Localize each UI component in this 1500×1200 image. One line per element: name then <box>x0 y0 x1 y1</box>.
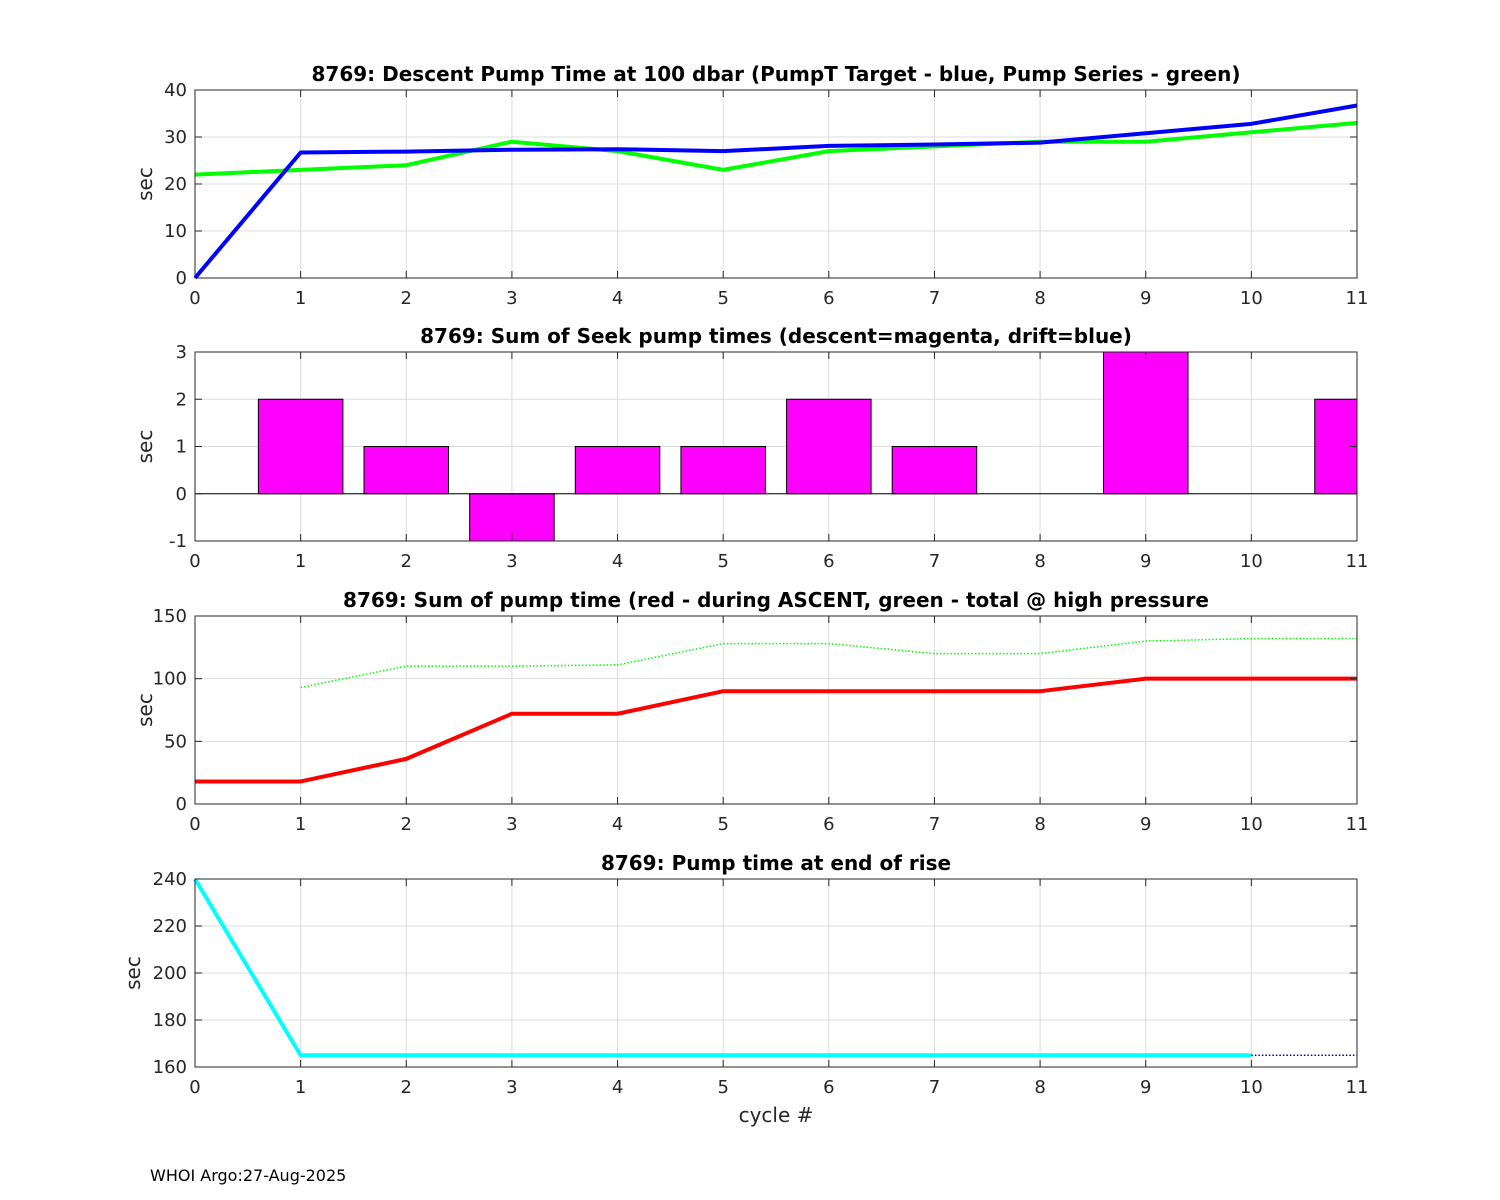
x-tick-label: 11 <box>1346 551 1369 572</box>
x-tick-label: 7 <box>929 288 940 309</box>
footer-stamp: WHOI Argo:27-Aug-2025 <box>150 1166 347 1185</box>
x-tick-label: 2 <box>401 814 412 835</box>
y-tick-label: -1 <box>169 531 187 552</box>
series-line-1 <box>300 637 1357 689</box>
y-axis-label: sec <box>133 167 157 201</box>
y-axis-label: sec <box>133 430 157 464</box>
x-tick-label: 1 <box>295 814 306 835</box>
x-tick-label: 9 <box>1140 288 1151 309</box>
chart-title: 8769: Sum of Seek pump times (descent=ma… <box>420 324 1132 348</box>
x-tick-label: 10 <box>1240 1077 1263 1098</box>
x-tick-label: 10 <box>1240 551 1263 572</box>
y-tick-label: 100 <box>153 669 187 690</box>
x-tick-label: 7 <box>929 814 940 835</box>
x-tick-label: 6 <box>823 288 834 309</box>
bar <box>257 398 344 495</box>
x-tick-label: 7 <box>929 1077 940 1098</box>
y-tick-label: 40 <box>164 80 187 101</box>
y-tick-label: 3 <box>176 342 187 363</box>
x-tick-label: 2 <box>401 551 412 572</box>
x-tick-label: 6 <box>823 551 834 572</box>
series-line-2 <box>195 676 1357 784</box>
x-tick-label: 9 <box>1140 1077 1151 1098</box>
axes-frame <box>194 615 1358 805</box>
x-tick-label: 8 <box>1034 288 1045 309</box>
x-tick-label: 3 <box>506 1077 517 1098</box>
chart-1: 0 1 2 3 4 5 6 7 8 9 10 11 0 10 20 30 40 8769: Descent Pum… <box>133 62 1368 309</box>
x-tick-label: 9 <box>1140 551 1151 572</box>
bar <box>1314 398 1357 495</box>
y-axis-label: sec <box>121 956 145 990</box>
y-tick-label: 10 <box>164 221 187 242</box>
x-tick-label: 6 <box>823 814 834 835</box>
y-tick-label: 30 <box>164 127 187 148</box>
chart-4: 0 1 2 3 4 5 6 7 8 9 10 11 160 180 200 220 240 8769: Pump … <box>121 851 1368 1127</box>
bar <box>891 446 978 495</box>
x-tick-label: 1 <box>295 1077 306 1098</box>
chart-title: 8769: Pump time at end of rise <box>601 851 951 875</box>
x-tick-label: 10 <box>1240 814 1263 835</box>
x-tick-label: 7 <box>929 551 940 572</box>
x-tick-label: 5 <box>717 814 728 835</box>
bar <box>1102 352 1189 495</box>
chart-title: 8769: Descent Pump Time at 100 dbar (Pum… <box>312 62 1241 86</box>
series-line-1 <box>194 120 1358 177</box>
x-tick-label: 1 <box>295 551 306 572</box>
y-tick-label: 0 <box>176 484 187 505</box>
x-tick-label: 8 <box>1034 814 1045 835</box>
x-tick-label: 8 <box>1034 1077 1045 1098</box>
x-tick-label: 8 <box>1034 551 1045 572</box>
x-axis-label: cycle # <box>739 1103 814 1127</box>
x-tick-label: 10 <box>1240 288 1263 309</box>
x-tick-label: 0 <box>189 288 200 309</box>
y-tick-label: 180 <box>153 1010 187 1031</box>
x-tick-label: 5 <box>717 288 728 309</box>
y-tick-label: 20 <box>164 174 187 195</box>
y-tick-label: 220 <box>153 916 187 937</box>
bar <box>363 446 450 495</box>
x-tick-label: 3 <box>506 551 517 572</box>
x-tick-label: 4 <box>612 814 623 835</box>
x-tick-label: 2 <box>401 288 412 309</box>
x-tick-label: 1 <box>295 288 306 309</box>
y-tick-label: 150 <box>153 606 187 627</box>
bar <box>574 446 661 495</box>
x-tick-label: 4 <box>612 288 623 309</box>
chart-3: 0 1 2 3 4 5 6 7 8 9 10 11 0 50 100 150 8769: Sum of pump… <box>133 588 1368 835</box>
x-tick-label: 11 <box>1346 288 1369 309</box>
x-tick-label: 11 <box>1346 814 1369 835</box>
x-tick-label: 3 <box>506 288 517 309</box>
y-tick-label: 240 <box>153 869 187 890</box>
bar <box>680 446 766 495</box>
x-tick-label: 0 <box>189 814 200 835</box>
x-tick-label: 0 <box>189 1077 200 1098</box>
series-line-2 <box>193 103 1358 280</box>
y-tick-label: 50 <box>164 731 187 752</box>
y-tick-label: 0 <box>176 268 187 289</box>
bar <box>469 493 555 541</box>
y-tick-label: 1 <box>176 437 187 458</box>
chart-title: 8769: Sum of pump time (red - during ASC… <box>343 588 1209 612</box>
y-tick-label: 200 <box>153 963 187 984</box>
x-tick-label: 5 <box>717 1077 728 1098</box>
y-tick-label: 0 <box>176 794 187 815</box>
x-tick-label: 5 <box>717 551 728 572</box>
y-axis-label: sec <box>133 693 157 727</box>
x-tick-label: 0 <box>189 551 200 572</box>
x-tick-label: 2 <box>401 1077 412 1098</box>
x-tick-label: 11 <box>1346 1077 1369 1098</box>
series-line-1 <box>193 877 1252 1058</box>
x-tick-label: 4 <box>612 551 623 572</box>
x-tick-label: 4 <box>612 1077 623 1098</box>
x-tick-label: 3 <box>506 814 517 835</box>
bar <box>786 398 872 495</box>
y-tick-label: 2 <box>176 389 187 410</box>
x-tick-label: 6 <box>823 1077 834 1098</box>
x-tick-label: 9 <box>1140 814 1151 835</box>
y-tick-label: 160 <box>153 1057 187 1078</box>
